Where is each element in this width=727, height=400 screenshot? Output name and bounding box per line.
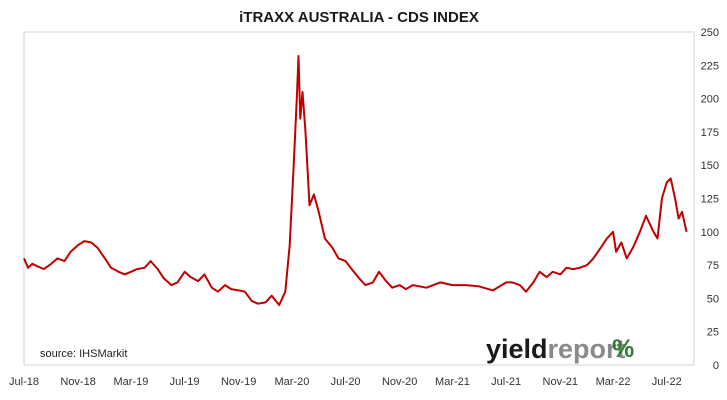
x-tick-label: Nov-19 bbox=[221, 376, 256, 388]
yieldreport-logo: yieldreport % bbox=[486, 334, 634, 364]
y-tick-label: 250 bbox=[701, 27, 719, 39]
chart-title: iTRAXX AUSTRALIA - CDS INDEX bbox=[239, 9, 479, 26]
y-tick-label: 225 bbox=[701, 60, 719, 72]
plot-area bbox=[23, 31, 695, 366]
logo-percent-icon: % bbox=[612, 335, 634, 363]
x-tick-label: Jul-18 bbox=[9, 376, 39, 388]
y-tick-label: 25 bbox=[707, 327, 719, 339]
y-tick-label: 125 bbox=[701, 194, 719, 206]
x-tick-label: Jul-19 bbox=[170, 376, 200, 388]
y-tick-label: 200 bbox=[701, 94, 719, 106]
x-tick-label: Mar-21 bbox=[435, 376, 470, 388]
y-tick-label: 100 bbox=[701, 227, 719, 239]
x-tick-label: Nov-18 bbox=[60, 376, 95, 388]
x-tick-label: Jul-22 bbox=[652, 376, 682, 388]
x-tick-label: Jul-21 bbox=[491, 376, 521, 388]
y-tick-label: 150 bbox=[701, 160, 719, 172]
x-tick-label: Jul-20 bbox=[331, 376, 361, 388]
y-tick-label: 175 bbox=[701, 127, 719, 139]
y-tick-label: 50 bbox=[707, 293, 719, 305]
x-tick-label: Mar-20 bbox=[274, 376, 309, 388]
y-tick-label: 0 bbox=[713, 360, 719, 372]
x-tick-label: Mar-19 bbox=[113, 376, 148, 388]
cds-index-line bbox=[23, 55, 688, 307]
logo-report: report bbox=[548, 334, 626, 364]
logo-yield: yield bbox=[486, 334, 548, 364]
x-tick-label: Nov-20 bbox=[382, 376, 417, 388]
x-axis: Jul-18 Nov-18 Mar-19 Jul-19 Nov-19 Mar-20 Jul-… bbox=[9, 376, 682, 388]
x-tick-label: Mar-22 bbox=[596, 376, 631, 388]
source-note: source: IHSMarkit bbox=[40, 348, 127, 360]
x-tick-label: Nov-21 bbox=[543, 376, 578, 388]
svg-text:yieldreport: yieldreport bbox=[486, 334, 626, 364]
y-axis: 0 25 50 75 100 125 150 175 200 225 250 bbox=[701, 27, 719, 372]
y-tick-label: 75 bbox=[707, 260, 719, 272]
